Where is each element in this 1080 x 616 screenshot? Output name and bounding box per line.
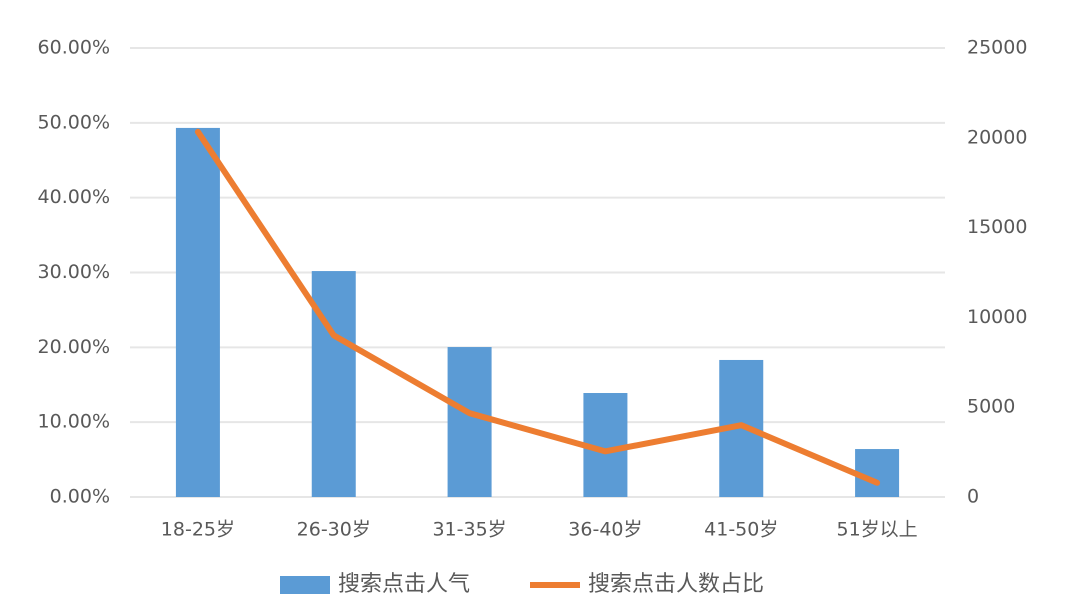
y2-tick-label: 25000 xyxy=(967,37,1027,59)
x-tick-label: 36-40岁 xyxy=(568,519,642,541)
y2-tick-label: 15000 xyxy=(967,216,1027,238)
y-tick-label: 0.00% xyxy=(50,486,110,508)
x-tick-label: 26-30岁 xyxy=(297,519,371,541)
bar xyxy=(447,347,492,497)
y-tick-label: 40.00% xyxy=(38,186,110,208)
y-tick-label: 50.00% xyxy=(38,111,110,133)
y-tick-label: 60.00% xyxy=(38,37,110,59)
bar xyxy=(311,271,356,497)
bar xyxy=(855,449,900,497)
x-tick-label: 51岁以上 xyxy=(836,519,917,541)
y2-tick-label: 10000 xyxy=(967,306,1027,328)
y2-tick-label: 0 xyxy=(967,486,979,508)
legend-swatch xyxy=(280,576,330,594)
x-tick-label: 41-50岁 xyxy=(704,519,778,541)
y-tick-label: 10.00% xyxy=(38,411,110,433)
y2-tick-label: 5000 xyxy=(967,396,1015,418)
legend-label: 搜索点击人气 xyxy=(338,572,470,597)
x-tick-label: 18-25岁 xyxy=(161,519,235,541)
y-tick-label: 20.00% xyxy=(38,336,110,358)
legend-label: 搜索点击人数占比 xyxy=(588,572,764,597)
bar xyxy=(175,127,220,497)
x-tick-label: 31-35岁 xyxy=(432,519,506,541)
y-tick-label: 30.00% xyxy=(38,261,110,283)
y2-tick-label: 20000 xyxy=(967,126,1027,148)
line xyxy=(194,128,881,486)
